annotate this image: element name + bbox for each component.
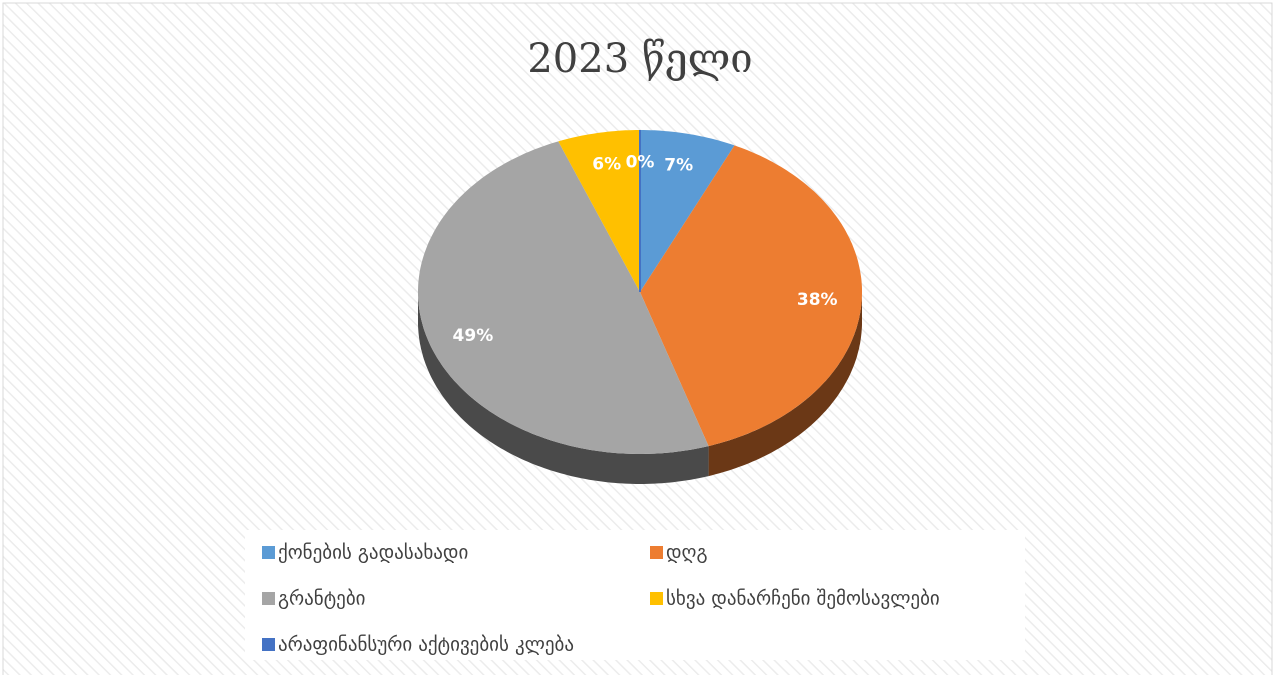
legend-label: ქონების გადასახადი [278,542,468,564]
pie-slice [558,130,640,292]
data-label: 49% [453,326,494,346]
pie-side [708,292,862,477]
pie-slice [640,145,862,447]
pie-slice [640,130,735,292]
legend-swatch [262,638,275,651]
pie-slice [418,141,709,454]
legend-swatch [262,546,275,559]
pie-side [418,292,709,484]
legend-box [245,530,1025,660]
legend-label: სხვა დანარჩენი შემოსავლები [666,588,940,610]
legend-label: არაფინანსური აქტივების კლება [278,634,574,656]
legend-label: გრანტები [278,588,366,610]
data-label: 6% [592,155,621,175]
data-label: 7% [664,156,693,176]
data-label: 38% [797,290,838,310]
chart-title: 2023 წელი [527,36,752,82]
legend-label: დღგ [666,542,708,564]
legend-swatch [262,592,275,605]
data-label: 0% [626,152,655,172]
legend-swatch [650,592,663,605]
legend-swatch [650,546,663,559]
